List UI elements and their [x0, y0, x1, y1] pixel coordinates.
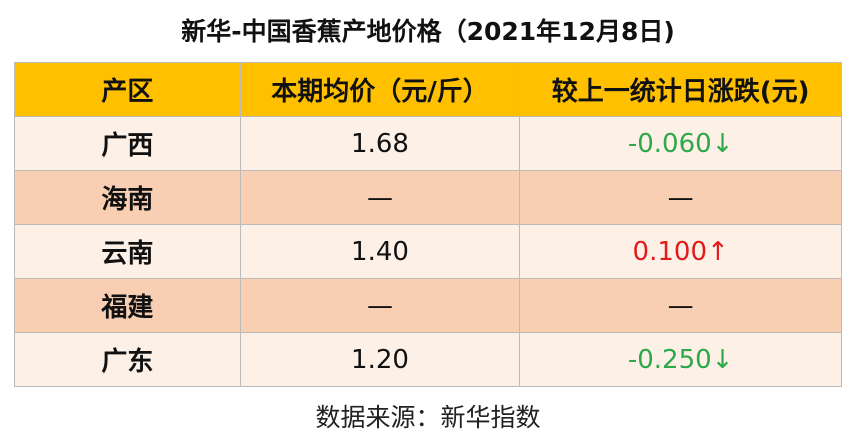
row: 云南 1.40 0.100↑ — [14, 224, 842, 279]
region: 海南 — [14, 170, 241, 225]
region: 广西 — [14, 116, 241, 171]
header-cell: 产区 — [14, 62, 241, 117]
row: 福建 — — — [14, 278, 842, 333]
region: 广东 — [14, 332, 241, 387]
price: — — [239, 170, 521, 225]
region: 云南 — [14, 224, 241, 279]
price: 1.68 — [239, 116, 521, 171]
change: -0.060↓ — [519, 116, 842, 171]
change: -0.250↓ — [519, 332, 842, 387]
region: 福建 — [14, 278, 241, 333]
header-row: 产区 本期均价（元/斤） 较上一统计日涨跌(元) — [14, 62, 842, 117]
row: 广东 1.20 -0.250↓ — [14, 332, 842, 387]
price: — — [239, 278, 521, 333]
header-cell: 较上一统计日涨跌(元) — [519, 62, 842, 117]
change: — — [519, 170, 842, 225]
price: 1.40 — [239, 224, 521, 279]
source: 数据来源：新华指数 — [315, 403, 541, 432]
price: 1.20 — [239, 332, 521, 387]
header-cell: 本期均价（元/斤） — [239, 62, 521, 117]
price-table: 产区 本期均价（元/斤） 较上一统计日涨跌(元) 广西 1.68 -0.060↓… — [14, 62, 842, 387]
change: 0.100↑ — [519, 224, 842, 279]
row: 广西 1.68 -0.060↓ — [14, 116, 842, 171]
title: 新华-中国香蕉产地价格（2021年12月8日) — [181, 17, 675, 46]
row: 海南 — — — [14, 170, 842, 225]
change: — — [519, 278, 842, 333]
